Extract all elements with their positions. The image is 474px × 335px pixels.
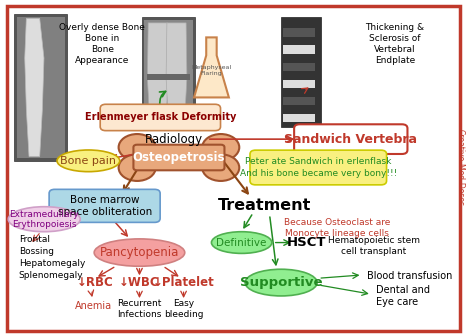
Bar (283, 63, 316, 71)
Circle shape (202, 134, 239, 161)
Text: Recurrent
Infections: Recurrent Infections (117, 299, 162, 319)
Bar (283, 96, 316, 105)
FancyBboxPatch shape (294, 124, 408, 154)
Bar (14, 14, 67, 161)
Text: Radiology: Radiology (145, 133, 203, 146)
Ellipse shape (211, 232, 272, 253)
Text: Supportive: Supportive (240, 276, 322, 289)
Bar (283, 80, 316, 88)
Text: Treatment: Treatment (218, 198, 311, 213)
Text: Easy
bleeding: Easy bleeding (164, 299, 203, 319)
Bar (283, 114, 316, 122)
Polygon shape (147, 23, 168, 122)
Text: Peter ate Sandwich in erlenflask
And his bone became very bony!!!: Peter ate Sandwich in erlenflask And his… (240, 157, 397, 178)
Text: Hematopoietic stem
cell transplant: Hematopoietic stem cell transplant (328, 236, 420, 256)
FancyBboxPatch shape (100, 104, 220, 131)
Circle shape (202, 154, 239, 181)
Text: Creative-Med-Doses: Creative-Med-Doses (456, 129, 465, 206)
Polygon shape (166, 23, 187, 122)
Text: Definitive: Definitive (217, 238, 267, 248)
Polygon shape (194, 38, 229, 97)
Circle shape (118, 154, 155, 181)
Ellipse shape (8, 207, 80, 232)
FancyBboxPatch shape (250, 150, 387, 185)
Text: Thickening &
Sclerosis of
Vertebral
Endplate: Thickening & Sclerosis of Vertebral Endp… (365, 23, 425, 65)
Circle shape (118, 134, 155, 161)
Bar (145, 19, 192, 125)
Bar (142, 17, 195, 127)
FancyBboxPatch shape (7, 6, 460, 331)
Ellipse shape (94, 239, 185, 266)
Text: Extramedullary
Erythropoiesis: Extramedullary Erythropoiesis (9, 209, 79, 229)
Bar (281, 17, 320, 127)
Polygon shape (25, 18, 44, 156)
Text: ↓Platelet: ↓Platelet (153, 276, 214, 289)
Text: Pancytopenia: Pancytopenia (100, 246, 179, 259)
Text: Bone marrow
space obliteration: Bone marrow space obliteration (57, 195, 152, 217)
Text: Because Osteoclast are
Monocyte lineage cells: Because Osteoclast are Monocyte lineage … (283, 217, 390, 238)
Text: ↓WBC: ↓WBC (119, 276, 160, 289)
FancyBboxPatch shape (49, 189, 160, 222)
Bar (283, 46, 316, 54)
Ellipse shape (245, 269, 317, 296)
Text: Osteopetrosis: Osteopetrosis (133, 151, 225, 164)
Bar (147, 73, 190, 80)
Text: HSCT: HSCT (287, 236, 327, 249)
Bar (17, 17, 65, 158)
Text: Frontal
Bossing
Hepatomegaly
Splenomegaly: Frontal Bossing Hepatomegaly Splenomegal… (18, 236, 85, 280)
Text: Sandwich Vertebra: Sandwich Vertebra (284, 133, 417, 146)
Text: Blood transfusion: Blood transfusion (367, 271, 452, 281)
Text: Dental and
Eye care: Dental and Eye care (376, 285, 430, 307)
Text: Bone pain: Bone pain (60, 156, 117, 166)
Ellipse shape (57, 150, 120, 172)
FancyBboxPatch shape (133, 145, 225, 170)
Text: Erlenmeyer flask Deformity: Erlenmeyer flask Deformity (85, 113, 236, 123)
Text: Metaphyseal
Flaring: Metaphyseal Flaring (191, 65, 231, 76)
Text: Anemia: Anemia (74, 301, 111, 311)
Text: Overly dense Bone
Bone in
Bone
Appearance: Overly dense Bone Bone in Bone Appearanc… (59, 23, 145, 65)
Text: ↓RBC: ↓RBC (77, 276, 114, 289)
Bar (283, 28, 316, 37)
